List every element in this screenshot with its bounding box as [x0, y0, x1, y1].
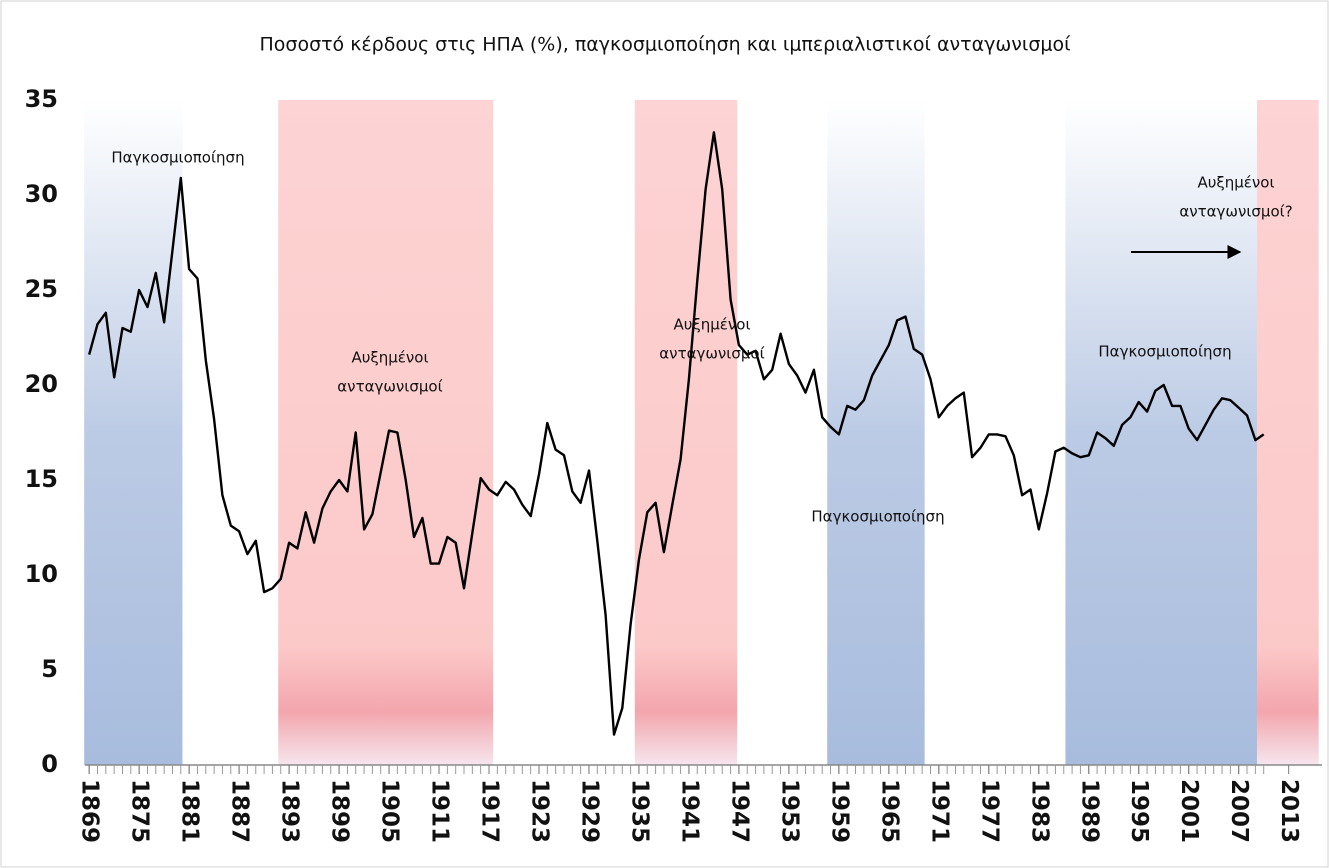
shaded-band	[634, 100, 738, 765]
x-tick-label: 1917	[477, 779, 503, 843]
x-tick-label: 1923	[526, 779, 552, 843]
x-tick-label: 1875	[127, 779, 153, 843]
x-tick-label: 1983	[1026, 779, 1052, 843]
x-tick-label: 2001	[1176, 779, 1202, 843]
annotation: Αυξημένοι	[351, 349, 428, 367]
x-tick-label: 2007	[1226, 779, 1252, 843]
annotation: Αυξημένοι	[673, 316, 750, 334]
x-tick-label: 1905	[377, 779, 403, 843]
x-tick-label: 1893	[277, 779, 303, 843]
y-tick-label: 35	[25, 85, 58, 113]
annotation: Παγκοσμιοποίηση	[111, 149, 244, 167]
shaded-band	[84, 100, 183, 765]
x-tick-label: 1971	[926, 779, 952, 843]
x-tick-label: 1911	[427, 779, 453, 843]
annotation: ανταγωνισμοί	[337, 378, 442, 396]
y-tick-label: 20	[25, 370, 58, 398]
annotation: ανταγωνισμοί	[659, 345, 764, 363]
y-tick-label: 10	[25, 560, 58, 588]
x-tick-label: 1941	[676, 779, 702, 843]
x-tick-label: 1947	[726, 779, 752, 843]
y-tick-label: 5	[41, 655, 58, 683]
x-tick-label: 1995	[1126, 779, 1152, 843]
y-tick-label: 30	[25, 180, 58, 208]
annotation: Αυξημένοι	[1197, 174, 1274, 192]
x-tick-label: 2013	[1276, 779, 1302, 843]
shaded-band	[827, 100, 925, 765]
annotation: ανταγωνισμοί?	[1179, 203, 1292, 221]
y-tick-label: 15	[25, 465, 58, 493]
x-tick-label: 1887	[227, 779, 253, 843]
x-tick-label: 1977	[976, 779, 1002, 843]
shaded-band	[1065, 100, 1258, 765]
x-tick-label: 1989	[1076, 779, 1102, 843]
x-tick-label: 1935	[626, 779, 652, 843]
shaded-band	[278, 100, 494, 765]
x-tick-label: 1881	[177, 779, 203, 843]
y-tick-label: 25	[25, 275, 58, 303]
x-tick-label: 1899	[327, 779, 353, 843]
y-tick-label: 0	[41, 750, 58, 778]
x-tick-label: 1929	[576, 779, 602, 843]
shaded-band	[1257, 100, 1319, 765]
x-tick-label: 1965	[876, 779, 902, 843]
x-tick-label: 1953	[776, 779, 802, 843]
chart-title: Ποσοστό κέρδους στις ΗΠΑ (%), παγκοσμιοπ…	[259, 34, 1071, 56]
annotation: Παγκοσμιοποίηση	[811, 508, 944, 526]
data-line	[88, 131, 1265, 736]
x-tick-label: 1959	[826, 779, 852, 843]
x-tick-label: 1869	[77, 779, 103, 843]
annotation: Παγκοσμιοποίηση	[1098, 343, 1231, 361]
